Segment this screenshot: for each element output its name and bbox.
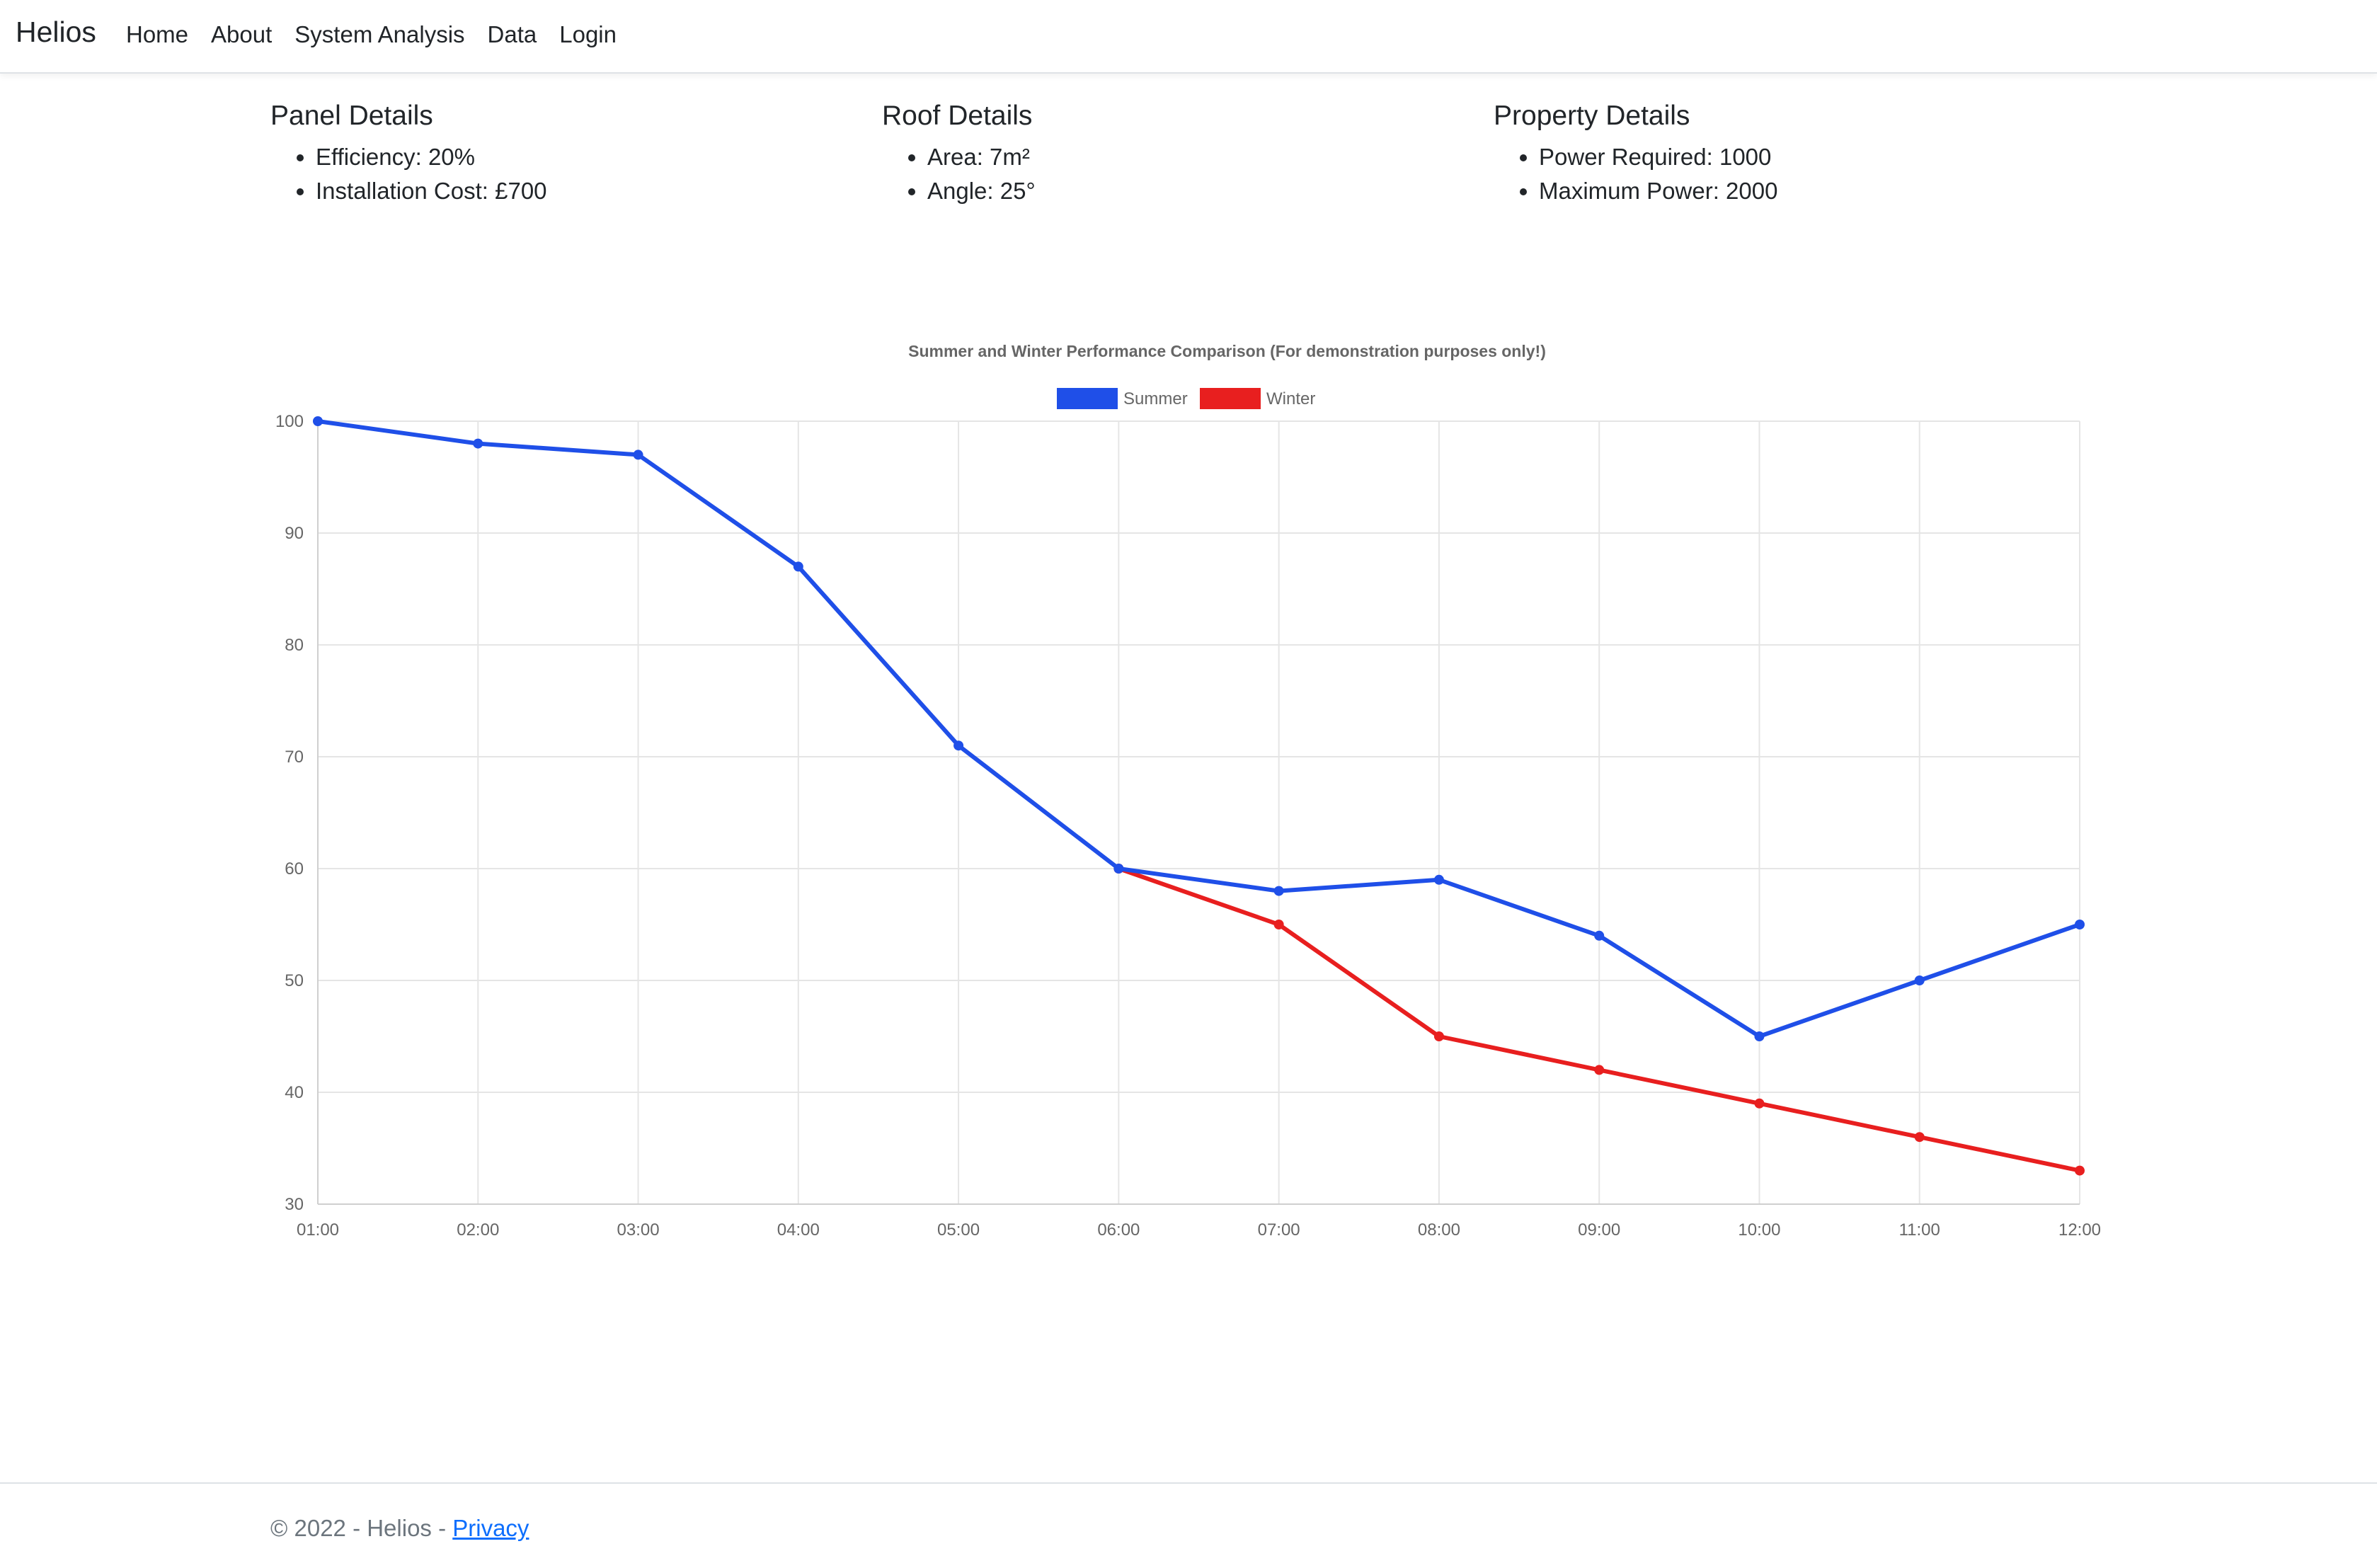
data-point-winter <box>2075 1165 2085 1176</box>
property-power-required: Power Required: 1000 <box>1539 140 1777 174</box>
x-tick-label: 08:00 <box>1418 1220 1460 1240</box>
data-point-summer <box>1433 874 1444 885</box>
data-point-summer <box>1914 975 1925 985</box>
panel-details: Panel Details Efficiency: 20% Installati… <box>270 98 547 208</box>
footer-copyright: © 2022 - Helios - <box>270 1515 453 1541</box>
roof-area: Area: 7m² <box>927 140 1036 174</box>
footer-text: © 2022 - Helios - Privacy <box>270 1515 529 1542</box>
chart-title: Summer and Winter Performance Comparison… <box>908 342 1546 360</box>
panel-efficiency: Efficiency: 20% <box>316 140 547 174</box>
data-point-winter <box>1273 920 1284 929</box>
privacy-link[interactable]: Privacy <box>452 1515 529 1541</box>
property-maximum-power: Maximum Power: 2000 <box>1539 174 1777 208</box>
property-details: Property Details Power Required: 1000 Ma… <box>1494 98 1777 208</box>
y-tick-label: 70 <box>285 748 304 767</box>
legend-label-summer: Summer <box>1123 389 1188 408</box>
x-tick-label: 07:00 <box>1258 1220 1300 1240</box>
x-tick-label: 06:00 <box>1097 1220 1140 1240</box>
y-tick-label: 80 <box>285 636 304 655</box>
nav-system-analysis-link[interactable]: System Analysis <box>294 21 465 47</box>
nav-about-link[interactable]: About <box>211 21 273 47</box>
data-point-summer <box>1754 1031 1765 1041</box>
data-point-summer <box>2075 920 2085 929</box>
property-details-list: Power Required: 1000 Maximum Power: 2000 <box>1494 140 1777 208</box>
roof-angle: Angle: 25° <box>927 174 1036 208</box>
legend-swatch-winter <box>1200 388 1261 409</box>
top-navbar: Helios Home About System Analysis Data L… <box>0 0 2377 74</box>
roof-details-list: Area: 7m² Angle: 25° <box>882 140 1036 208</box>
data-point-winter <box>1754 1098 1765 1109</box>
nav-data-link[interactable]: Data <box>487 21 537 47</box>
legend-label-winter: Winter <box>1266 389 1315 408</box>
data-point-winter <box>1594 1065 1605 1075</box>
data-point-winter <box>1914 1132 1925 1143</box>
x-tick-label: 09:00 <box>1578 1220 1620 1240</box>
y-tick-label: 30 <box>285 1195 304 1214</box>
data-point-summer <box>313 416 323 426</box>
x-tick-label: 12:00 <box>2058 1220 2101 1240</box>
y-tick-label: 90 <box>285 524 304 543</box>
panel-details-list: Efficiency: 20% Installation Cost: £700 <box>270 140 547 208</box>
roof-details-title: Roof Details <box>882 101 1033 131</box>
x-tick-label: 02:00 <box>457 1220 499 1240</box>
y-tick-label: 100 <box>275 412 304 431</box>
panel-installation-cost: Installation Cost: £700 <box>316 174 547 208</box>
data-point-summer <box>1113 864 1124 874</box>
y-tick-label: 60 <box>285 859 304 879</box>
data-point-summer <box>633 450 643 460</box>
x-tick-label: 04:00 <box>777 1220 820 1240</box>
x-tick-label: 05:00 <box>937 1220 980 1240</box>
x-tick-label: 03:00 <box>617 1220 660 1240</box>
y-tick-label: 40 <box>285 1083 304 1102</box>
nav-login-link[interactable]: Login <box>559 21 617 47</box>
data-point-summer <box>1273 886 1284 896</box>
performance-line-chart: Summer and Winter Performance Comparison… <box>275 342 2101 1240</box>
x-tick-label: 11:00 <box>1899 1220 1940 1240</box>
property-details-title: Property Details <box>1494 101 1690 131</box>
data-point-summer <box>1594 930 1605 941</box>
x-tick-label: 01:00 <box>297 1220 339 1240</box>
data-point-summer <box>793 561 803 572</box>
data-point-summer <box>473 438 483 449</box>
brand-logo-link[interactable]: Helios <box>16 16 96 48</box>
series-line-summer <box>317 419 2080 1038</box>
y-tick-label: 50 <box>285 971 304 990</box>
x-tick-label: 10:00 <box>1738 1220 1780 1240</box>
data-point-summer <box>953 740 964 751</box>
nav-menu: Home About System Analysis Data Login <box>126 21 639 48</box>
nav-home-link[interactable]: Home <box>126 21 189 47</box>
legend-swatch-summer <box>1057 388 1118 409</box>
page-footer: © 2022 - Helios - Privacy <box>0 1482 2377 1568</box>
data-point-winter <box>1433 1031 1444 1041</box>
panel-details-title: Panel Details <box>270 101 433 131</box>
roof-details: Roof Details Area: 7m² Angle: 25° <box>882 98 1036 208</box>
